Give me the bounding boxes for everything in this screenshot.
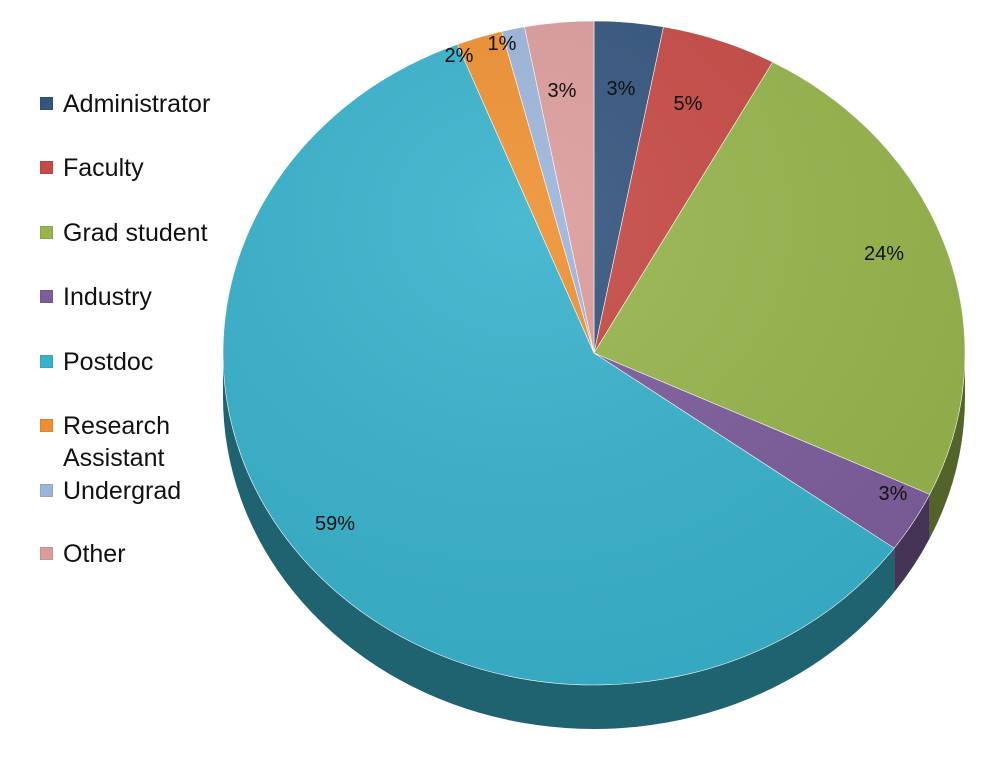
legend-swatch-administrator [40,97,53,110]
pie-side-industry [894,494,930,593]
legend-label-postdoc: Postdoc [63,348,154,376]
legend-item-other: Other [40,538,126,570]
legend-swatch-research-assistant [40,419,53,432]
legend-swatch-grad-student [40,226,53,239]
pie-side-postdoc [223,353,895,729]
legend-item-postdoc: Postdoc [40,346,153,378]
legend-item-undergrad: Undergrad [40,475,181,507]
data-label-industry: 3% [879,483,908,505]
legend-item-industry: Industry [40,281,152,313]
data-label-faculty: 5% [674,93,703,115]
legend-label-other: Other [63,540,126,568]
legend-swatch-faculty [40,161,53,174]
data-label-research-assistant: 2% [445,45,474,67]
data-label-other: 3% [548,80,577,102]
legend-swatch-postdoc [40,355,53,368]
legend-label-research-assistant: Research Assistant [63,412,170,472]
legend-item-administrator: Administrator [40,88,210,120]
pie-data-labels: 3% 5% 24% 3% 59% 2% 1% 3% [315,33,908,535]
legend-label-industry: Industry [63,283,152,311]
legend-item-research-assistant: Research Assistant [40,410,200,474]
legend-label-administrator: Administrator [63,90,211,118]
legend-swatch-other [40,547,53,560]
legend-label-undergrad: Undergrad [63,477,182,505]
data-label-postdoc: 59% [315,513,355,535]
legend-label-faculty: Faculty [63,154,144,182]
data-label-undergrad: 1% [488,33,517,55]
legend-item-grad-student: Grad student [40,217,208,249]
data-label-grad-student: 24% [864,243,904,265]
pie-3d-sides [223,353,965,729]
pie-shading [223,21,965,685]
legend: Administrator Faculty Grad student Indus… [40,0,240,778]
data-label-administrator: 3% [607,78,636,100]
legend-swatch-industry [40,290,53,303]
legend-item-faculty: Faculty [40,152,144,184]
legend-swatch-undergrad [40,484,53,497]
pie-side-grad-student [929,353,965,539]
legend-label-grad-student: Grad student [63,219,208,247]
